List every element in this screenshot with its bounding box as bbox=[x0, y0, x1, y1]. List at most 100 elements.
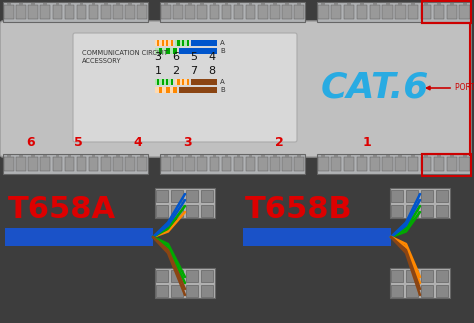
Text: B: B bbox=[220, 87, 225, 93]
Bar bbox=[270, 5, 280, 19]
Bar bbox=[437, 190, 448, 202]
Bar bbox=[317, 154, 471, 174]
Bar bbox=[31, 155, 35, 158]
Bar bbox=[162, 87, 166, 93]
Bar bbox=[317, 2, 471, 22]
Bar bbox=[225, 155, 228, 158]
Bar bbox=[399, 155, 402, 158]
Bar bbox=[437, 269, 448, 282]
Bar bbox=[421, 190, 434, 202]
Bar bbox=[421, 285, 434, 297]
Text: 2: 2 bbox=[275, 136, 284, 149]
Text: 5: 5 bbox=[74, 136, 82, 149]
Text: 6: 6 bbox=[173, 52, 180, 62]
Bar bbox=[160, 2, 305, 22]
Bar bbox=[128, 3, 132, 6]
Bar bbox=[162, 48, 166, 54]
Bar bbox=[170, 48, 173, 54]
Bar bbox=[186, 269, 199, 282]
Bar bbox=[407, 190, 419, 202]
Text: 4: 4 bbox=[209, 52, 216, 62]
Bar bbox=[64, 157, 74, 171]
Bar bbox=[463, 3, 466, 6]
Bar bbox=[261, 3, 264, 6]
Bar bbox=[89, 5, 99, 19]
Bar bbox=[179, 87, 217, 93]
Text: 3: 3 bbox=[155, 52, 162, 62]
Bar bbox=[191, 40, 217, 46]
Bar bbox=[68, 3, 71, 6]
Bar bbox=[422, 1, 471, 23]
Bar bbox=[434, 157, 444, 171]
Bar bbox=[237, 3, 240, 6]
Bar bbox=[170, 87, 173, 93]
Text: 4: 4 bbox=[133, 136, 142, 149]
Bar bbox=[185, 5, 195, 19]
Bar bbox=[101, 5, 110, 19]
Bar bbox=[437, 3, 441, 6]
Bar bbox=[421, 204, 434, 216]
Bar bbox=[159, 79, 162, 85]
Bar bbox=[156, 285, 168, 297]
Bar bbox=[390, 268, 450, 298]
Bar bbox=[370, 157, 380, 171]
Bar bbox=[459, 157, 470, 171]
Bar bbox=[161, 157, 171, 171]
Bar bbox=[7, 3, 11, 6]
Bar bbox=[28, 5, 38, 19]
Bar bbox=[77, 5, 86, 19]
Bar bbox=[450, 3, 454, 6]
Text: A: A bbox=[220, 79, 225, 85]
Bar bbox=[68, 155, 71, 158]
Bar bbox=[188, 155, 192, 158]
Bar bbox=[164, 155, 168, 158]
Bar bbox=[44, 3, 47, 6]
Bar bbox=[421, 269, 434, 282]
Bar bbox=[155, 40, 173, 46]
Bar bbox=[399, 3, 402, 6]
Bar bbox=[155, 268, 215, 298]
Bar bbox=[421, 5, 431, 19]
Text: B: B bbox=[220, 48, 225, 54]
Bar bbox=[164, 40, 166, 46]
Bar bbox=[421, 157, 431, 171]
Bar bbox=[155, 87, 177, 93]
Bar bbox=[156, 190, 168, 202]
Text: ACCESSORY: ACCESSORY bbox=[82, 58, 122, 64]
Bar bbox=[424, 155, 428, 158]
Bar bbox=[4, 157, 14, 171]
Bar bbox=[386, 3, 390, 6]
Text: 1: 1 bbox=[363, 136, 372, 149]
Bar bbox=[437, 155, 441, 158]
Bar bbox=[53, 5, 62, 19]
Bar bbox=[297, 155, 301, 158]
Bar bbox=[201, 269, 213, 282]
Bar bbox=[212, 155, 216, 158]
Bar bbox=[459, 5, 470, 19]
Bar bbox=[80, 3, 83, 6]
Text: 7: 7 bbox=[191, 66, 198, 76]
Bar bbox=[249, 3, 253, 6]
Bar bbox=[16, 5, 26, 19]
Bar bbox=[270, 157, 280, 171]
Bar bbox=[125, 5, 135, 19]
Bar bbox=[176, 3, 180, 6]
Bar bbox=[447, 5, 457, 19]
Bar bbox=[282, 5, 292, 19]
Bar bbox=[164, 3, 168, 6]
Text: COMMUNICATION CIRCUIT: COMMUNICATION CIRCUIT bbox=[82, 50, 168, 56]
Bar bbox=[172, 204, 183, 216]
Bar bbox=[44, 155, 47, 158]
Bar bbox=[437, 285, 448, 297]
Bar bbox=[437, 204, 448, 216]
Bar bbox=[155, 79, 173, 85]
Bar bbox=[186, 204, 199, 216]
Bar bbox=[80, 155, 83, 158]
Bar bbox=[321, 155, 325, 158]
Bar bbox=[184, 40, 187, 46]
Bar bbox=[53, 157, 62, 171]
Bar bbox=[318, 157, 328, 171]
Bar bbox=[40, 5, 50, 19]
Bar bbox=[116, 155, 119, 158]
Bar bbox=[161, 5, 171, 19]
